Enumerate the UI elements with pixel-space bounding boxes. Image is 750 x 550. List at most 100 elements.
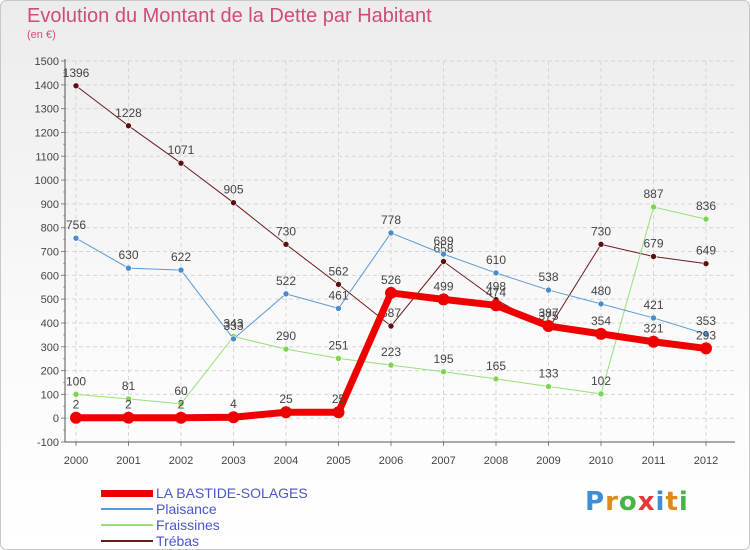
data-point-plaisance (125, 264, 132, 272)
data-label-fraissines: 887 (643, 187, 663, 201)
y-tick-label: 100 (41, 389, 59, 401)
legend-swatch (101, 540, 153, 542)
data-label-tr-bas: 1071 (168, 143, 195, 157)
data-label-tr-bas: 1396 (63, 66, 90, 80)
y-tick-label: 700 (41, 247, 59, 259)
data-point-plaisance (335, 305, 342, 312)
data-label-fraissines: 165 (486, 359, 506, 373)
data-point-tr-bas (440, 258, 447, 265)
y-tick-label: 600 (41, 270, 59, 282)
data-point-tr-bas (335, 281, 342, 288)
data-point-tr-bas (177, 159, 185, 167)
data-label-la-bastide-solages: 474 (486, 285, 506, 299)
data-point-plaisance (282, 290, 290, 298)
data-label-fraissines: 133 (538, 367, 558, 381)
legend-label: Plaisance (156, 501, 217, 517)
legend-swatch (101, 489, 153, 497)
data-point-plaisance (230, 335, 237, 343)
data-point-la-bastide-solages (542, 320, 555, 333)
y-tick-label: 900 (41, 199, 59, 211)
data-point-la-bastide-solages (332, 406, 345, 419)
data-point-plaisance (492, 269, 500, 277)
y-tick-label: 500 (41, 294, 59, 306)
x-tick-label: 2006 (379, 455, 403, 467)
legend-label: Trébas (156, 533, 200, 549)
legend-swatch (101, 508, 153, 510)
data-label-plaisance: 630 (118, 248, 138, 262)
data-point-plaisance (597, 300, 605, 308)
data-label-fraissines: 100 (66, 374, 86, 388)
data-label-fraissines: 81 (122, 379, 136, 393)
data-point-fraissines (492, 375, 500, 383)
data-label-la-bastide-solages: 321 (643, 322, 663, 336)
data-label-plaisance: 480 (591, 284, 611, 298)
data-label-plaisance: 353 (696, 314, 716, 328)
x-tick-label: 2004 (274, 455, 298, 467)
data-point-fraissines (177, 400, 185, 408)
data-label-fraissines: 836 (696, 199, 716, 213)
data-label-la-bastide-solages: 2 (178, 398, 185, 412)
data-point-plaisance (702, 330, 710, 338)
data-point-fraissines (702, 215, 710, 223)
data-point-fraissines (545, 383, 552, 390)
data-label-plaisance: 538 (538, 270, 558, 284)
x-tick-label: 2011 (642, 455, 666, 467)
data-point-tr-bas (702, 260, 710, 267)
y-tick-label: 1100 (35, 151, 59, 163)
x-tick-label: 2002 (169, 455, 193, 467)
data-point-fraissines (387, 361, 395, 369)
data-point-plaisance (177, 266, 185, 274)
data-label-fraissines: 60 (174, 384, 188, 398)
y-tick-label: -100 (37, 437, 59, 449)
data-label-tr-bas: 498 (486, 280, 506, 294)
data-label-la-bastide-solages: 293 (696, 328, 716, 342)
logo-letter: i (655, 487, 666, 517)
logo-letter: t (665, 487, 679, 517)
data-point-tr-bas (125, 122, 132, 130)
data-point-tr-bas (597, 241, 605, 248)
y-tick-label: 0 (53, 413, 59, 425)
data-label-plaisance: 610 (486, 253, 506, 267)
x-tick-label: 2008 (484, 455, 508, 467)
data-point-la-bastide-solages (385, 286, 397, 299)
data-label-plaisance: 461 (328, 288, 348, 302)
x-tick-label: 2000 (64, 455, 88, 467)
logo-letter: x (637, 487, 656, 517)
x-tick-label: 2001 (116, 455, 140, 467)
data-point-plaisance (545, 286, 552, 294)
data-label-plaisance: 689 (433, 234, 453, 248)
logo-letter: r (605, 487, 619, 517)
data-label-tr-bas: 649 (696, 244, 716, 258)
data-point-fraissines (72, 391, 80, 398)
legend-label: LA BASTIDE-SOLAGES (156, 485, 308, 501)
data-label-tr-bas: 679 (643, 237, 663, 251)
data-label-plaisance: 622 (171, 250, 191, 264)
data-point-la-bastide-solages (595, 327, 607, 340)
data-point-plaisance (440, 250, 447, 258)
data-label-fraissines: 290 (276, 329, 296, 343)
data-label-tr-bas: 375 (538, 309, 558, 323)
x-tick-label: 2007 (431, 455, 455, 467)
x-tick-label: 2009 (536, 455, 560, 467)
data-point-la-bastide-solages (175, 411, 187, 424)
x-tick-label: 2010 (589, 455, 613, 467)
data-label-fraissines: 195 (433, 352, 453, 366)
proxiti-logo: Proxiti (585, 487, 689, 517)
data-point-fraissines (440, 368, 447, 376)
data-point-fraissines (125, 395, 132, 403)
data-point-tr-bas (387, 322, 395, 330)
data-point-tr-bas (650, 253, 657, 260)
data-label-tr-bas: 562 (328, 264, 348, 278)
data-label-plaisance: 421 (643, 298, 663, 312)
data-point-plaisance (650, 314, 657, 322)
data-label-la-bastide-solages: 25 (279, 392, 293, 406)
data-point-plaisance (72, 234, 80, 242)
data-point-plaisance (387, 229, 395, 237)
data-label-la-bastide-solages: 4 (230, 397, 237, 411)
data-label-fraissines: 251 (328, 338, 348, 352)
y-tick-label: 1400 (35, 80, 59, 92)
data-point-la-bastide-solages (70, 411, 82, 424)
data-label-tr-bas: 730 (276, 224, 296, 238)
